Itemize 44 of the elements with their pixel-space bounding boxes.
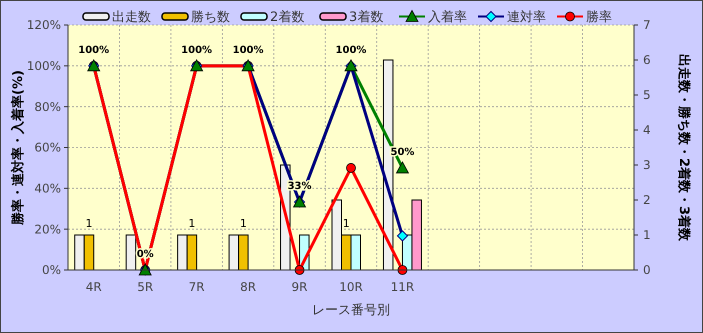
data-label: 100% — [232, 44, 264, 56]
y-tick-label: 40% — [34, 182, 61, 196]
point — [346, 163, 356, 173]
data-label: 100% — [78, 44, 110, 56]
y-tick-label: 100% — [26, 59, 61, 74]
legend-label: 3着数 — [349, 9, 384, 25]
y2-tick-label: 6 — [643, 53, 651, 68]
legend-label: 入着率 — [428, 9, 467, 25]
data-label: 1 — [342, 217, 350, 230]
point — [396, 162, 409, 174]
bar — [126, 234, 136, 270]
y2-tick-label: 2 — [643, 193, 651, 208]
legend-label: 2着数 — [270, 9, 304, 25]
data-label: 1 — [240, 217, 247, 230]
data-label: 100% — [336, 44, 366, 56]
y2-axis-title: 出走数・勝ち数・2着数・3着数 — [676, 54, 692, 242]
y2-tick-label: 3 — [643, 158, 651, 172]
y2-tick-label: 1 — [643, 228, 651, 242]
y-tick-label: 80% — [34, 100, 61, 114]
y2-tick-label: 5 — [643, 88, 651, 102]
y-tick-label: 0% — [42, 263, 61, 278]
x-tick-label: 11R — [390, 280, 414, 294]
legend-label: 勝率 — [586, 9, 612, 25]
y-tick-label: 120% — [26, 18, 61, 32]
x-tick-label: 10R — [339, 280, 363, 294]
legend-label: 連対率 — [507, 9, 546, 25]
x-tick-label: 8R — [240, 280, 256, 294]
data-label: 100% — [181, 44, 212, 56]
legend-label: 出走数 — [112, 10, 151, 25]
point — [396, 230, 408, 242]
y-tick-label: 20% — [34, 222, 61, 236]
y2-tick-label: 0 — [643, 263, 651, 278]
x-tick-label: 4R — [86, 280, 102, 294]
x-tick-label: 7R — [188, 280, 205, 294]
data-label: 1 — [85, 217, 92, 230]
y-axis-title: 勝率・連対率・入着率(%) — [10, 70, 26, 226]
data-label: 1 — [188, 217, 196, 230]
x-tick-label: 5R — [137, 280, 154, 294]
x-axis-title: レース番号別 — [312, 303, 390, 318]
y-tick-label: 60% — [34, 140, 61, 155]
x-tick-label: 9R — [292, 280, 308, 294]
y2-tick-label: 4 — [643, 123, 651, 138]
legend-label: 勝ち数 — [191, 10, 230, 25]
y2-tick-label: 7 — [643, 18, 651, 32]
